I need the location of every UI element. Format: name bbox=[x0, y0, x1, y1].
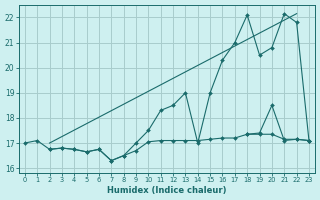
X-axis label: Humidex (Indice chaleur): Humidex (Indice chaleur) bbox=[107, 186, 227, 195]
